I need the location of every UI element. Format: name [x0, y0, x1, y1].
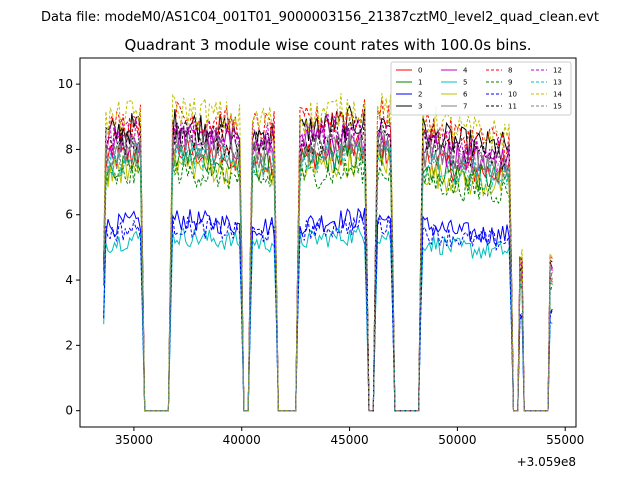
series-line-8 [103, 99, 553, 412]
series-line-2 [103, 207, 553, 412]
series-line-14 [103, 92, 553, 412]
series-line-15 [103, 131, 553, 412]
legend-label-4: 4 [463, 67, 468, 75]
legend-label-14: 14 [553, 91, 562, 99]
legend-label-10: 10 [508, 91, 517, 99]
legend-label-13: 13 [553, 79, 562, 87]
y-tick-label: 6 [65, 208, 73, 222]
legend-label-12: 12 [553, 67, 562, 75]
legend-label-7: 7 [463, 103, 467, 111]
legend-label-0: 0 [418, 67, 422, 75]
y-tick-label: 10 [58, 77, 73, 91]
legend-label-5: 5 [463, 79, 467, 87]
x-tick-label: 35000 [115, 433, 153, 447]
series-line-9 [103, 156, 553, 412]
legend-label-2: 2 [418, 91, 422, 99]
plot-frame [79, 57, 577, 428]
x-tick-label: 45000 [330, 433, 368, 447]
chart-title: Quadrant 3 module wise count rates with … [124, 36, 531, 54]
series-line-13 [103, 137, 553, 412]
legend-label-6: 6 [463, 91, 468, 99]
legend-label-1: 1 [418, 79, 422, 87]
series-line-12 [103, 109, 553, 412]
x-tick-label: 55000 [546, 433, 584, 447]
x-offset-label: +3.059e8 [517, 455, 576, 469]
legend-label-15: 15 [553, 103, 562, 111]
series-line-4 [103, 123, 553, 412]
x-axis: 35000 40000 45000 50000 55000 [115, 427, 584, 447]
legend-box [390, 61, 572, 116]
y-tick-label: 4 [65, 273, 73, 287]
y-axis: 0 2 4 6 8 10 [58, 77, 80, 418]
legend-label-11: 11 [508, 103, 517, 111]
y-tick-label: 0 [65, 404, 73, 418]
x-tick-label: 40000 [223, 433, 261, 447]
y-tick-label: 2 [65, 338, 73, 352]
plot-lines [103, 92, 553, 412]
legend-label-9: 9 [508, 79, 512, 87]
chart-suptitle: Data file: modeM0/AS1C04_001T01_90000031… [41, 10, 599, 25]
series-line-5 [103, 225, 553, 412]
x-tick-label: 50000 [438, 433, 476, 447]
legend-label-8: 8 [508, 67, 512, 75]
legend-label-3: 3 [418, 103, 422, 111]
y-tick-label: 8 [65, 142, 73, 156]
